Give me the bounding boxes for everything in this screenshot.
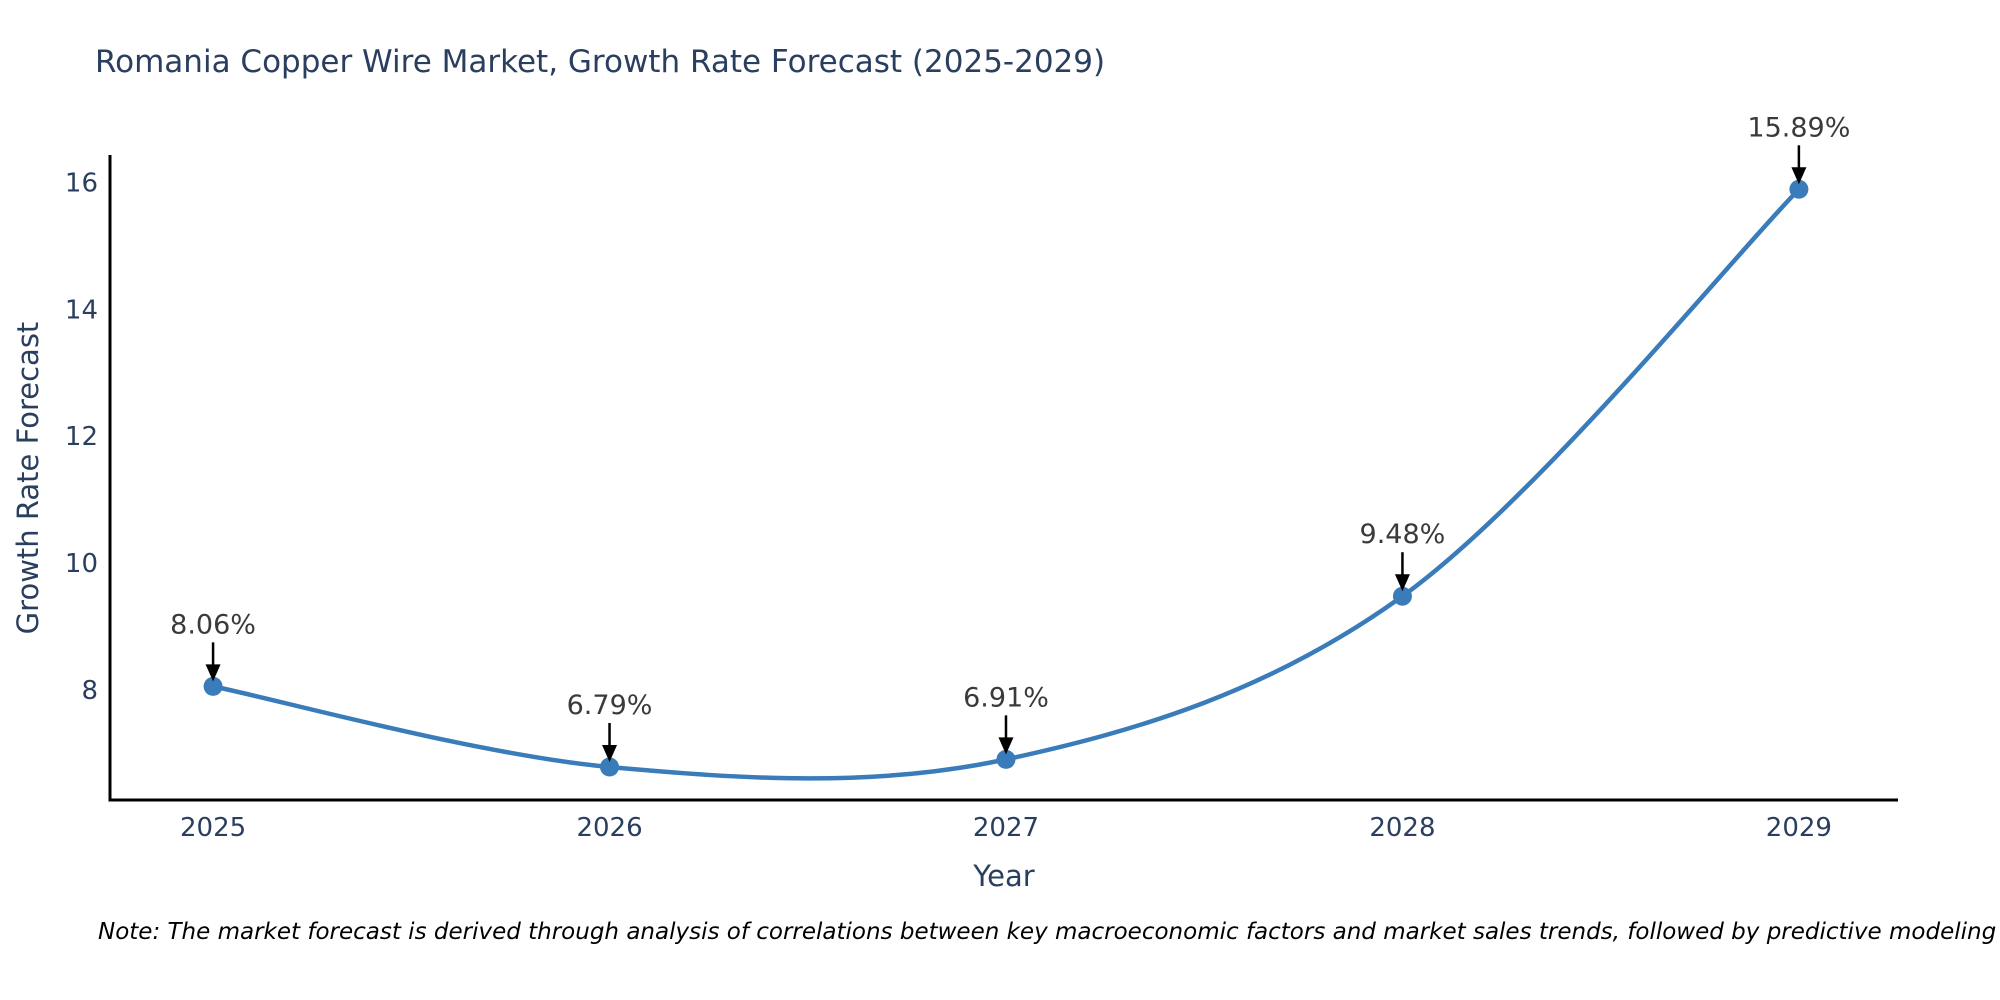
y-tick-label: 12 <box>65 422 98 452</box>
data-point-label: 15.89% <box>1747 112 1850 143</box>
footnote-text: Note: The market forecast is derived thr… <box>98 919 2000 945</box>
annotation-arrowhead-icon <box>205 664 221 682</box>
x-axis-title: Year <box>973 859 1035 893</box>
annotation-arrowhead-icon <box>1394 574 1410 592</box>
x-tick-label: 2028 <box>1369 813 1435 843</box>
x-tick-label: 2027 <box>973 813 1039 843</box>
y-tick-label: 16 <box>65 168 98 198</box>
data-point-marker <box>203 676 223 696</box>
data-point-marker <box>1392 586 1412 606</box>
y-tick-label: 8 <box>81 676 98 706</box>
data-point-marker <box>1789 179 1809 199</box>
axes-layer: 8 10 12 14 16 2025 2026 2027 2028 2029 <box>65 155 1898 843</box>
data-point-label: 9.48% <box>1360 519 1446 550</box>
growth-rate-line <box>212 187 1801 781</box>
data-point-label: 6.91% <box>963 682 1049 713</box>
annotation-arrowhead-icon <box>998 737 1014 755</box>
y-tick-label: 10 <box>65 549 98 579</box>
x-tick-label: 2026 <box>576 813 642 843</box>
x-tick-label: 2025 <box>180 813 246 843</box>
data-point-label: 6.79% <box>567 690 653 721</box>
data-point-marker <box>600 757 620 777</box>
chart-title: Romania Copper Wire Market, Growth Rate … <box>95 44 1106 80</box>
annotation-layer: 8.06% 6.79% 6.91% 9.48% 15.89% <box>170 112 1850 762</box>
y-tick-label: 14 <box>65 295 98 325</box>
y-axis-title: Growth Rate Forecast <box>11 321 45 635</box>
line-series-layer <box>203 179 1809 781</box>
data-point-label: 8.06% <box>170 609 256 640</box>
data-point-marker <box>996 749 1016 769</box>
annotation-arrowhead-icon <box>1791 167 1807 185</box>
annotation-arrowhead-icon <box>602 744 618 762</box>
x-tick-label: 2029 <box>1766 813 1832 843</box>
